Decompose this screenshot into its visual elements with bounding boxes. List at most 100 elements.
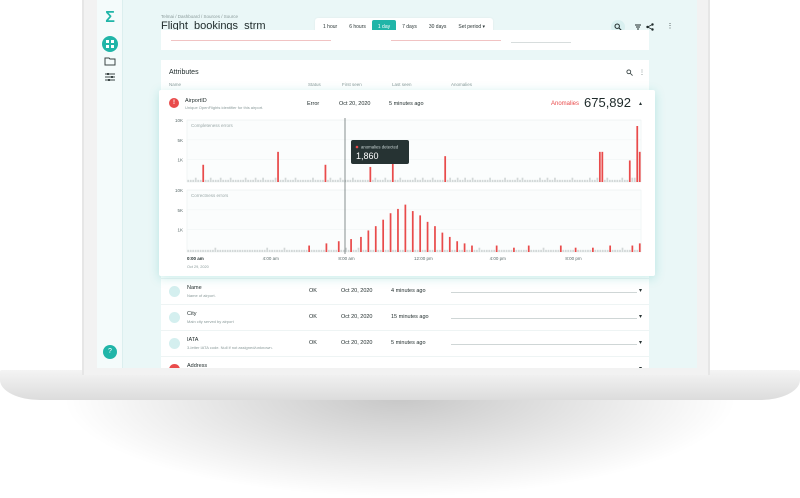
bar[interactable]: [611, 179, 614, 182]
bar[interactable]: [253, 249, 256, 252]
bar[interactable]: [269, 179, 272, 182]
search-icon[interactable]: [626, 69, 633, 78]
bar[interactable]: [436, 249, 439, 252]
anomaly-bar[interactable]: [350, 239, 352, 252]
bar[interactable]: [399, 249, 402, 252]
more-vertical-icon[interactable]: ⋮: [639, 70, 645, 76]
bar[interactable]: [234, 249, 236, 252]
bar[interactable]: [362, 249, 365, 252]
bar[interactable]: [328, 249, 330, 252]
bar[interactable]: [332, 179, 334, 182]
bar[interactable]: [295, 249, 298, 252]
bar[interactable]: [618, 179, 621, 182]
bar[interactable]: [387, 249, 389, 252]
anomaly-bar[interactable]: [592, 247, 594, 252]
bar[interactable]: [446, 179, 449, 182]
bar[interactable]: [439, 179, 442, 182]
attribute-row[interactable]: Name Name of airport. OK Oct 20, 2020 4 …: [161, 278, 649, 304]
anomaly-bar[interactable]: [638, 243, 641, 252]
bar[interactable]: [505, 249, 508, 252]
bar[interactable]: [284, 177, 287, 182]
bar[interactable]: [542, 247, 545, 252]
bar[interactable]: [300, 249, 303, 252]
bar[interactable]: [569, 249, 572, 252]
bar[interactable]: [303, 249, 306, 252]
bar[interactable]: [611, 249, 614, 252]
bar[interactable]: [202, 249, 204, 252]
bar[interactable]: [231, 249, 234, 252]
bar[interactable]: [318, 249, 320, 252]
bar[interactable]: [287, 179, 289, 182]
bar[interactable]: [414, 177, 417, 182]
bar[interactable]: [504, 177, 506, 182]
bar[interactable]: [419, 179, 422, 182]
bar[interactable]: [596, 249, 599, 252]
bar[interactable]: [476, 179, 479, 182]
bar[interactable]: [355, 249, 357, 252]
bar[interactable]: [494, 179, 496, 182]
bar[interactable]: [636, 249, 639, 252]
bar[interactable]: [567, 249, 570, 252]
attribute-name[interactable]: Address: [187, 363, 208, 368]
bar[interactable]: [556, 179, 559, 182]
bar[interactable]: [586, 179, 589, 182]
anomaly-bar[interactable]: [636, 126, 639, 182]
sliders-icon[interactable]: [104, 72, 116, 82]
bar[interactable]: [364, 179, 367, 182]
bar[interactable]: [481, 179, 484, 182]
bar[interactable]: [272, 179, 274, 182]
bar[interactable]: [294, 177, 297, 182]
more-vertical-icon[interactable]: ⋮: [666, 23, 674, 30]
bar[interactable]: [484, 179, 486, 182]
bar[interactable]: [236, 249, 239, 252]
bar[interactable]: [313, 249, 315, 252]
bar[interactable]: [246, 249, 249, 252]
bar[interactable]: [537, 249, 540, 252]
bar[interactable]: [541, 179, 544, 182]
bar[interactable]: [194, 177, 197, 182]
bar[interactable]: [221, 249, 224, 252]
bar[interactable]: [282, 179, 284, 182]
bar[interactable]: [409, 249, 412, 252]
bar[interactable]: [354, 179, 357, 182]
bar[interactable]: [569, 179, 571, 182]
anomaly-bar[interactable]: [638, 151, 641, 182]
bar[interactable]: [623, 179, 626, 182]
bar[interactable]: [506, 179, 509, 182]
bar[interactable]: [219, 177, 222, 182]
anomaly-bar[interactable]: [411, 211, 414, 252]
bar[interactable]: [582, 249, 584, 252]
bar[interactable]: [384, 177, 387, 182]
bar[interactable]: [371, 179, 374, 182]
bar[interactable]: [451, 249, 454, 252]
bar[interactable]: [443, 249, 446, 252]
anomaly-bar[interactable]: [277, 151, 279, 182]
bar[interactable]: [216, 249, 219, 252]
bar[interactable]: [381, 179, 384, 182]
bar[interactable]: [237, 179, 240, 182]
anomaly-bar[interactable]: [601, 151, 604, 182]
bar[interactable]: [549, 179, 551, 182]
bar[interactable]: [591, 179, 594, 182]
chevron-down-icon[interactable]: ▾: [639, 365, 642, 368]
attribute-row[interactable]: Address ▾: [161, 356, 649, 368]
bar[interactable]: [476, 249, 478, 252]
bar[interactable]: [621, 177, 624, 182]
help-icon[interactable]: ?: [103, 345, 117, 359]
bar[interactable]: [511, 179, 514, 182]
anomaly-bar[interactable]: [308, 245, 310, 252]
bar[interactable]: [579, 179, 581, 182]
bar[interactable]: [242, 179, 244, 182]
bar[interactable]: [508, 249, 510, 252]
bar[interactable]: [536, 179, 539, 182]
bar[interactable]: [633, 177, 636, 182]
bar[interactable]: [466, 179, 469, 182]
bar[interactable]: [392, 249, 394, 252]
bar[interactable]: [401, 179, 404, 182]
bar[interactable]: [335, 249, 338, 252]
bar[interactable]: [307, 179, 309, 182]
bar[interactable]: [337, 179, 339, 182]
bar[interactable]: [461, 179, 464, 182]
bar[interactable]: [217, 179, 220, 182]
bar[interactable]: [624, 249, 626, 252]
